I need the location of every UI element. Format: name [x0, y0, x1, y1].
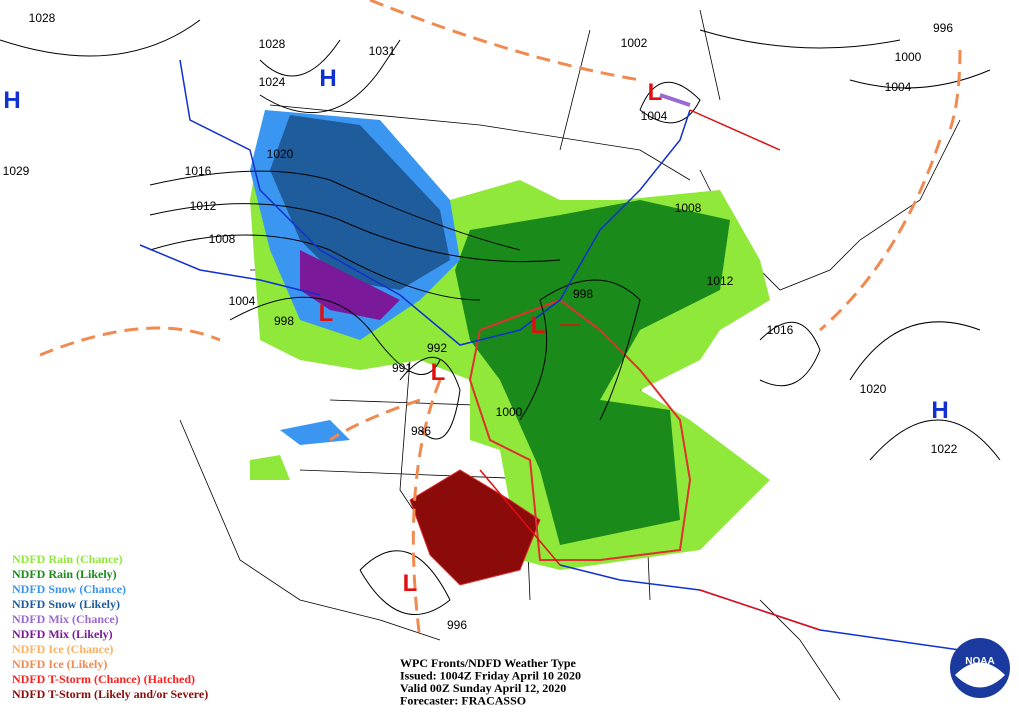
isobar-label: 1004 — [885, 80, 912, 94]
isobar-label: 1024 — [259, 75, 286, 89]
isobar-label: 1016 — [767, 323, 794, 337]
legend-entry: NDFD Ice (Likely) — [12, 657, 107, 671]
isobar-label: 1002 — [621, 36, 648, 50]
isobar-label: 1020 — [860, 382, 887, 396]
pressure-center: L — [431, 359, 446, 386]
isobar-label: 1016 — [185, 164, 212, 178]
legend-entry: NDFD Snow (Likely) — [12, 597, 120, 611]
legend-entry: NDFD Rain (Chance) — [12, 552, 123, 566]
legend-entry: NDFD Ice (Chance) — [12, 642, 113, 656]
pressure-center: H — [931, 397, 948, 424]
isobar-label: 1000 — [496, 405, 523, 419]
legend-entry: NDFD T-Storm (Chance) (Hatched) — [12, 672, 195, 686]
caption-line: WPC Fronts/NDFD Weather Type — [400, 656, 577, 670]
pressure-center: L — [648, 79, 663, 106]
isobar-label: 1029 — [3, 164, 30, 178]
isobars — [0, 19, 1001, 615]
legend-entry: NDFD Snow (Chance) — [12, 582, 126, 596]
pressure-center: L — [319, 300, 334, 327]
caption-line: Issued: 1004Z Friday April 10 2020 — [400, 669, 581, 683]
isobar-label: 1028 — [29, 11, 56, 25]
isobar-label: 986 — [411, 424, 431, 438]
pressure-center: H — [319, 65, 336, 92]
isobar-label: 1020 — [267, 147, 294, 161]
isobar-label: 998 — [274, 314, 294, 328]
isobar-label: 1004 — [641, 109, 668, 123]
isobar-label: 1000 — [895, 50, 922, 64]
precip-areas — [250, 110, 770, 586]
isobar-label: 998 — [573, 287, 593, 301]
legend-entry: NDFD Mix (Likely) — [12, 627, 113, 641]
logo-text: NOAA — [965, 656, 994, 667]
isobar-label: 1008 — [209, 232, 236, 246]
legend-entry: NDFD T-Storm (Likely and/or Severe) — [12, 687, 208, 701]
legend-entry: NDFD Mix (Chance) — [12, 612, 119, 626]
isobar-label: 996 — [933, 21, 953, 35]
isobar-label: 1012 — [707, 274, 734, 288]
isobar-label: 1031 — [369, 44, 396, 58]
fronts — [39, 0, 962, 651]
isobar-label: 992 — [427, 341, 447, 355]
isobar-label: 1004 — [229, 294, 256, 308]
isobar-label: 991 — [392, 361, 412, 375]
legend-entry: NDFD Rain (Likely) — [12, 567, 117, 581]
pressure-center: L — [531, 312, 546, 339]
logo: NOAA — [950, 638, 1010, 698]
caption-line: Valid 00Z Sunday April 12, 2020 — [400, 681, 566, 695]
isobar-label: 996 — [447, 618, 467, 632]
isobar-label: 1008 — [675, 201, 702, 215]
isobar-label: 1022 — [931, 442, 958, 456]
isobar-label: 1012 — [190, 199, 217, 213]
pressure-center: L — [403, 570, 418, 597]
caption-line: Forecaster: FRACASSO — [400, 694, 526, 708]
isobar-label: 1028 — [259, 37, 286, 51]
pressure-center: H — [3, 87, 20, 114]
